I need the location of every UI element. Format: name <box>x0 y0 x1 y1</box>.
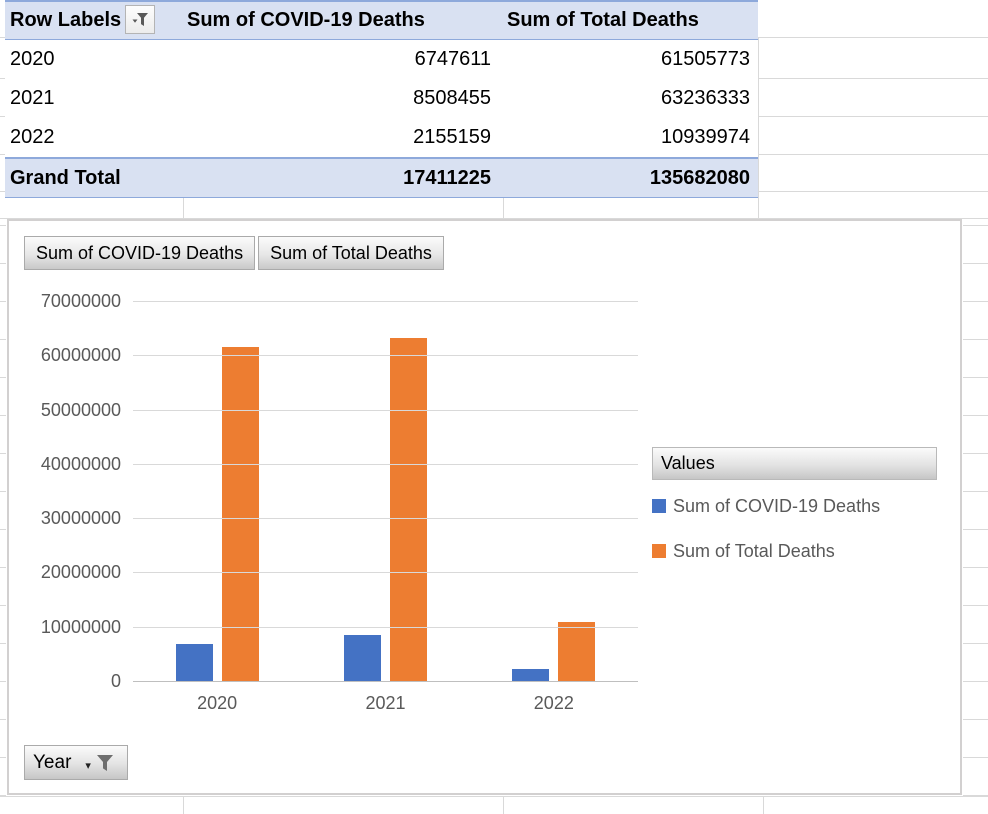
year-field-label: Year <box>33 751 72 773</box>
legend-swatch <box>652 544 666 558</box>
y-tick-label: 30000000 <box>40 508 121 529</box>
x-tick-label: 2022 <box>533 693 574 713</box>
gridline <box>503 191 504 218</box>
y-tick-label: 50000000 <box>40 399 121 420</box>
gridline <box>133 355 638 357</box>
y-tick-label: 10000000 <box>40 616 121 637</box>
x-axis-labels: 2020 2021 2022 <box>133 693 638 714</box>
x-tick-label: 2021 <box>365 693 406 713</box>
gridline <box>763 797 764 814</box>
cell-year[interactable]: 2022 <box>10 126 55 148</box>
dropdown-arrow-icon: ▾ <box>85 760 91 772</box>
gridline <box>503 797 504 814</box>
gridline <box>183 191 184 218</box>
filter-funnel-icon <box>132 12 148 26</box>
gridline <box>133 301 638 302</box>
bar-group <box>470 301 638 681</box>
cell-covid-deaths[interactable]: 6747611 <box>414 48 491 70</box>
legend-entry: Sum of Total Deaths <box>652 538 880 564</box>
grand-total-total-deaths[interactable]: 135682080 <box>649 166 750 189</box>
chart-legend: Sum of COVID-19 Deaths Sum of Total Death… <box>652 493 880 583</box>
field-button[interactable]: Sum of COVID-19 Deaths <box>24 236 256 270</box>
gridline <box>133 518 638 520</box>
cell-covid-deaths[interactable]: 2155159 <box>413 126 491 148</box>
field-button[interactable]: Sum of Total Deaths <box>258 236 444 270</box>
pivot-header-total-deaths[interactable]: Sum of Total Deaths <box>507 9 699 31</box>
cell-year[interactable]: 2020 <box>10 48 55 70</box>
pivot-header-covid-deaths[interactable]: Sum of COVID-19 Deaths <box>187 9 425 31</box>
row-labels-filter-button[interactable] <box>125 5 155 34</box>
legend-label: Sum of Total Deaths <box>673 540 835 561</box>
gridline <box>0 188 6 796</box>
table-row: 2020 6747611 61505773 <box>5 40 758 79</box>
year-field-button[interactable]: Year ▾ <box>24 745 128 780</box>
legend-swatch <box>652 499 666 513</box>
y-tick-label: 0 <box>110 671 121 691</box>
y-axis-labels: 0 10000000 20000000 30000000 40000000 5000000… <box>9 291 121 691</box>
gridline <box>133 626 638 628</box>
gridline <box>133 463 638 465</box>
y-tick-label: 20000000 <box>40 562 121 583</box>
legend-values-field-button[interactable]: Values <box>652 447 937 480</box>
gridline <box>133 409 638 411</box>
bar[interactable] <box>175 644 213 681</box>
gridline <box>183 797 184 814</box>
bars-container <box>133 301 638 681</box>
row-labels-text: Row Labels <box>10 9 122 31</box>
gridline <box>0 218 988 219</box>
pivot-header-row: Row Labels Sum of COVID-19 Deaths Sum of… <box>5 0 758 40</box>
grand-total-row: Grand Total 17411225 135682080 <box>5 157 758 198</box>
gridline <box>133 572 638 574</box>
plot-area <box>133 301 638 682</box>
y-tick-label: 40000000 <box>40 453 121 474</box>
pivot-header-row-labels[interactable]: Row Labels <box>5 2 183 39</box>
bar[interactable] <box>558 621 596 681</box>
cell-year[interactable]: 2021 <box>10 87 55 109</box>
bar-group <box>133 301 301 681</box>
cell-total-deaths[interactable]: 61505773 <box>661 48 750 70</box>
pivot-table: Row Labels Sum of COVID-19 Deaths Sum of… <box>5 0 758 198</box>
y-tick-label: 70000000 <box>40 291 121 311</box>
x-tick-label: 2020 <box>197 693 238 713</box>
chart-field-buttons: Sum of COVID-19 Deaths Sum of Total Death… <box>24 236 444 270</box>
grand-total-covid-deaths[interactable]: 17411225 <box>403 166 491 189</box>
grand-total-label[interactable]: Grand Total <box>10 166 121 189</box>
legend-label: Sum of COVID-19 Deaths <box>673 495 881 516</box>
y-tick-label: 60000000 <box>40 345 121 366</box>
gridline <box>963 188 988 796</box>
bar[interactable] <box>512 669 550 681</box>
bar[interactable] <box>389 337 427 681</box>
bar[interactable] <box>343 634 381 681</box>
cell-total-deaths[interactable]: 63236333 <box>661 87 750 109</box>
table-row: 2021 8508455 63236333 <box>5 79 758 118</box>
gridline <box>758 37 759 218</box>
bar[interactable] <box>221 347 259 681</box>
pivot-chart[interactable]: Sum of COVID-19 Deaths Sum of Total Death… <box>7 219 962 795</box>
filter-funnel-icon <box>96 754 113 771</box>
cell-covid-deaths[interactable]: 8508455 <box>413 87 491 109</box>
bar-group <box>301 301 469 681</box>
gridline <box>0 796 988 797</box>
cell-total-deaths[interactable]: 10939974 <box>661 126 750 148</box>
legend-entry: Sum of COVID-19 Deaths <box>652 493 880 519</box>
table-row: 2022 2155159 10939974 <box>5 118 758 157</box>
